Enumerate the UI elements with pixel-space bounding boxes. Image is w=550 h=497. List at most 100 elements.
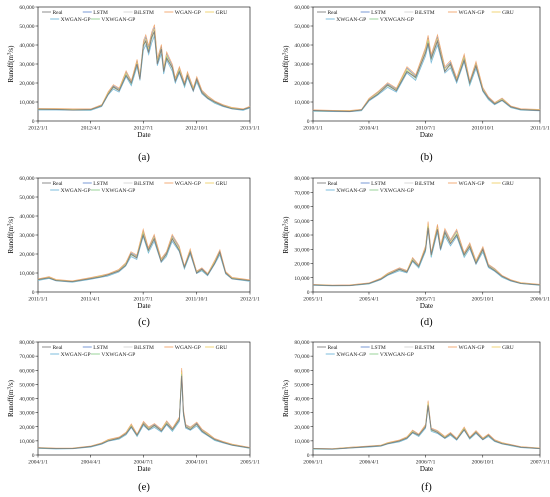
y-tick-label: 10,000 — [294, 276, 309, 282]
y-tick-label: 40,000 — [294, 397, 309, 403]
panel-label: (c) — [138, 317, 150, 328]
legend: Real LSTM BiLSTM WGAN-GP GRU XWGAN-GP VXWGAN-G… — [317, 10, 514, 23]
series-line-lstm — [312, 223, 541, 286]
x-tick-label: 2010/4/1 — [359, 126, 379, 132]
legend-label: XWGAN-GP — [61, 352, 91, 358]
plot-frame — [312, 341, 541, 456]
legend-label: WGAN-GP — [175, 345, 201, 351]
panel-label: (e) — [138, 482, 150, 493]
series-line-xwgan-gp — [37, 378, 251, 450]
panel-label: (b) — [420, 152, 433, 163]
series-line-wgan-gp — [313, 221, 541, 286]
y-tick-label: 70,000 — [294, 190, 309, 196]
chart-panel-e: 0 10,000 20,000 30,000 40,000 50,000 60,000 70,… — [7, 340, 260, 493]
legend-label: GRU — [216, 181, 228, 187]
series-line-bilstm — [37, 234, 251, 283]
y-tick-label: 60,000 — [294, 368, 309, 374]
legend-label: GRU — [216, 10, 228, 16]
x-tick-label: 2011/1/1 — [530, 126, 550, 132]
x-tick-label: 2010/7/1 — [416, 126, 436, 132]
y-axis-label: Runoff(m3/s) — [7, 379, 15, 417]
legend-label: LSTM — [371, 345, 386, 351]
series-line-real — [37, 375, 251, 450]
y-tick-label: 10,000 — [19, 100, 34, 106]
legend-label: XWGAN-GP — [61, 17, 91, 23]
y-tick-label: 50,000 — [294, 382, 309, 388]
series-line-real — [37, 30, 251, 111]
y-tick-label: 30,000 — [294, 411, 309, 417]
x-axis-label: Date — [137, 302, 150, 310]
y-tick-label: 80,000 — [19, 340, 34, 346]
series-line-xwgan-gp — [312, 44, 541, 113]
x-tick-label: 2006/1/1 — [530, 297, 550, 303]
legend-label: XWGAN-GP — [336, 17, 366, 23]
y-tick-label: 60,000 — [294, 5, 309, 11]
y-tick-label: 20,000 — [294, 81, 309, 87]
legend-label: GRU — [502, 345, 514, 351]
series-line-gru — [37, 371, 250, 449]
series-line-xwgan-gp — [37, 235, 251, 283]
x-tick-label: 2007/1/1 — [530, 460, 550, 466]
legend: Real LSTM BiLSTM WGAN-GP GRU XWGAN-GP VXWGAN-G… — [42, 10, 227, 23]
legend-label: GRU — [216, 345, 228, 351]
x-axis-label: Date — [137, 131, 150, 139]
y-tick-label: 40,000 — [294, 233, 309, 239]
legend-label: VXWGAN-GP — [101, 188, 135, 194]
legend-label: XWGAN-GP — [61, 188, 91, 194]
x-tick-label: 2004/7/1 — [134, 460, 154, 466]
y-tick-label: 20,000 — [294, 262, 309, 268]
legend-label: BiLSTM — [134, 10, 154, 16]
y-tick-label: 70,000 — [19, 354, 34, 360]
x-tick-label: 2012/7/1 — [134, 126, 154, 132]
y-tick-label: 60,000 — [19, 368, 34, 374]
series-line-lstm — [312, 402, 541, 450]
legend-label: LSTM — [371, 181, 386, 187]
series-line-vxwgan-gp — [312, 404, 541, 450]
x-tick-label: 2013/1/1 — [240, 126, 260, 132]
series-line-real — [312, 39, 541, 112]
y-tick-label: 20,000 — [294, 425, 309, 431]
series-line-gru — [312, 224, 540, 286]
y-tick-label: 0 — [307, 290, 310, 296]
legend-label: VXWGAN-GP — [101, 17, 135, 23]
series-line-vxwgan-gp — [37, 374, 251, 449]
x-tick-label: 2012/1/1 — [240, 297, 260, 303]
legend-label: VXWGAN-GP — [380, 352, 414, 358]
y-tick-label: 10,000 — [294, 439, 309, 445]
series-line-wgan-gp — [38, 367, 251, 449]
y-tick-label: 10,000 — [19, 271, 34, 277]
y-axis-label: Runoff(m3/s) — [282, 216, 290, 254]
x-tick-label: 2005/10/1 — [472, 297, 495, 303]
x-tick-label: 2005/7/1 — [416, 297, 436, 303]
y-tick-label: 40,000 — [294, 43, 309, 49]
series-line-real — [37, 233, 251, 283]
legend-label: WGAN-GP — [458, 10, 484, 16]
legend-label: BiLSTM — [134, 181, 154, 187]
x-tick-label: 2010/1/1 — [303, 126, 323, 132]
legend-label: XWGAN-GP — [336, 188, 366, 194]
legend-label: GRU — [502, 10, 514, 16]
y-axis-label: Runoff(m3/s) — [7, 45, 15, 83]
x-tick-label: 2012/10/1 — [186, 126, 209, 132]
legend-label: LSTM — [371, 10, 386, 16]
legend-label: XWGAN-GP — [336, 352, 366, 358]
legend-label: WGAN-GP — [458, 345, 484, 351]
y-tick-label: 0 — [307, 453, 310, 459]
y-tick-label: 30,000 — [19, 411, 34, 417]
y-tick-label: 0 — [32, 453, 35, 459]
x-tick-label: 2004/10/1 — [186, 460, 209, 466]
x-axis-label: Date — [420, 465, 433, 473]
y-tick-label: 80,000 — [294, 176, 309, 182]
y-tick-label: 40,000 — [19, 397, 34, 403]
plot-frame — [37, 341, 251, 456]
x-axis-label: Date — [420, 302, 433, 310]
series-line-bilstm — [37, 376, 251, 450]
y-tick-label: 30,000 — [19, 233, 34, 239]
x-tick-label: 2006/4/1 — [359, 460, 379, 466]
legend-label: GRU — [502, 181, 514, 187]
y-axis-label: Runoff(m3/s) — [282, 45, 290, 83]
chart-panel-a: 0 10,000 20,000 30,000 40,000 50,000 60,000 201… — [7, 5, 260, 163]
y-axis-label: Runoff(m3/s) — [282, 379, 290, 417]
x-tick-label: 2005/1/1 — [303, 297, 323, 303]
x-tick-label: 2004/4/1 — [81, 460, 101, 466]
